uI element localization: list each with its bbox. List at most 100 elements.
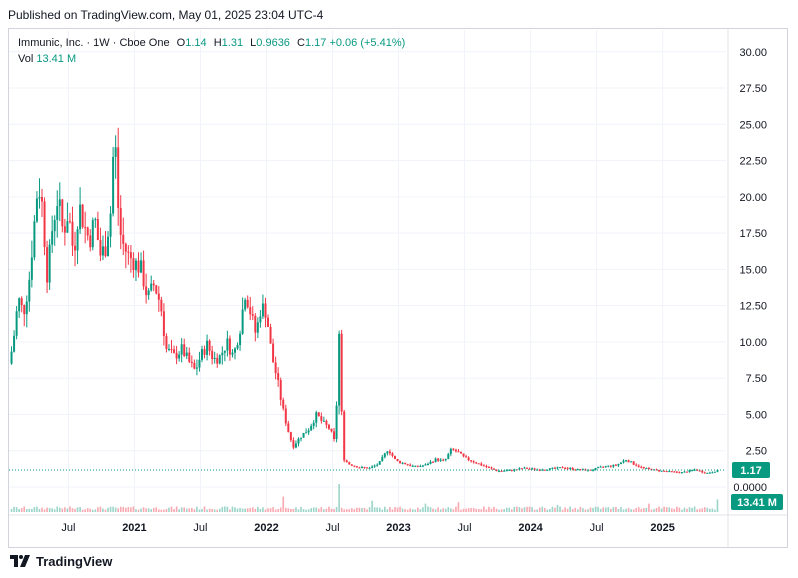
candle-body [236,345,239,349]
volume-bar [571,509,574,512]
volume-bar [444,508,447,512]
candle-body [569,467,572,469]
candle-body [376,464,379,466]
candle-body [28,279,31,302]
volume-bar [597,506,599,512]
candle-body [411,465,414,467]
candle-body [454,449,457,452]
x-tick-label: Jul [193,522,207,534]
candle-body [647,467,650,469]
candle-body [449,448,452,455]
candle-body [140,260,143,273]
candle-body [708,472,711,474]
tradingview-logo-icon [10,555,30,567]
volume-bar [178,509,180,512]
volume-bar [122,506,125,512]
volume-bar [396,507,399,512]
candle-body [147,290,150,296]
candle-body [338,333,341,406]
volume-bar [112,506,114,512]
y-tick-label: 0.0000 [733,482,767,494]
volume-bar [51,508,53,512]
candle-body [561,467,564,469]
volume-bar [13,506,15,512]
volume-bar [41,507,43,512]
volume-bar [290,508,292,512]
candle-body [546,469,549,471]
candle-body [566,468,569,470]
candle-body [180,344,183,355]
candle-body [259,316,262,323]
volume-bar [442,508,445,512]
candle-body [228,338,231,355]
candle-body [279,380,282,400]
volume-bar [28,508,31,512]
candle-body [33,221,36,258]
volume-bar [140,508,142,512]
candle-body [127,251,130,253]
volume-bar [554,507,556,512]
legend-volume-row: Vol 13.41 M [18,51,405,67]
volume-bar [340,507,343,512]
volume-bar [701,508,704,512]
candle-body [155,285,158,294]
volume-bar [503,509,505,512]
volume-bar [518,507,521,512]
volume-bar [277,508,279,512]
volume-bar [221,506,224,512]
candle-body [533,468,536,470]
candle-body [35,198,38,222]
candle-body [203,349,206,355]
candle-body [518,468,521,470]
candle-body [541,469,544,471]
published-header: Published on TradingView.com, May 01, 20… [8,8,324,22]
x-tick-label: Jul [590,522,604,534]
candle-body [622,460,625,463]
volume-bar [114,507,117,512]
candle-body [287,423,290,433]
volume-bar [125,507,127,512]
volume-bar [361,508,363,512]
tradingview-logo[interactable]: TradingView [10,552,112,570]
candle-body [43,201,46,248]
candle-body [107,236,110,257]
volume-bar [594,506,597,512]
candle-body [678,472,681,474]
volume-bar [676,506,678,512]
candle-body [505,470,508,472]
candle-body [41,197,44,202]
volume-bar [335,507,338,512]
volume-bar [551,506,554,512]
candle-body [637,465,640,467]
candle-body [571,467,574,470]
legend-symbol[interactable]: Immunic, Inc. · 1W · Cboe One [18,37,170,49]
volume-bar [320,507,323,512]
candle-body [526,467,529,469]
volume-bar [437,507,439,512]
volume-bar [38,508,41,512]
volume-bar [272,507,274,512]
candle-body [609,465,612,467]
volume-bar [470,508,472,512]
y-tick-label: 20.00 [739,192,767,204]
volume-bar [15,507,18,512]
candle-body [343,411,346,461]
candle-body [701,470,704,473]
volume-bar [226,506,229,512]
candle-body [300,437,303,439]
candle-body [312,422,315,426]
candle-body [559,467,562,469]
candle-body [348,462,351,465]
candle-body [335,405,338,440]
volume-bar [658,506,660,512]
volume-bar [246,508,249,512]
candle-body [498,470,501,472]
volume-bar [234,507,236,512]
volume-bar [213,509,216,512]
candle-body [244,299,247,310]
candle-body [216,357,219,364]
candle-body [322,420,325,422]
candle-body [404,462,407,465]
volume-bar [607,507,610,512]
